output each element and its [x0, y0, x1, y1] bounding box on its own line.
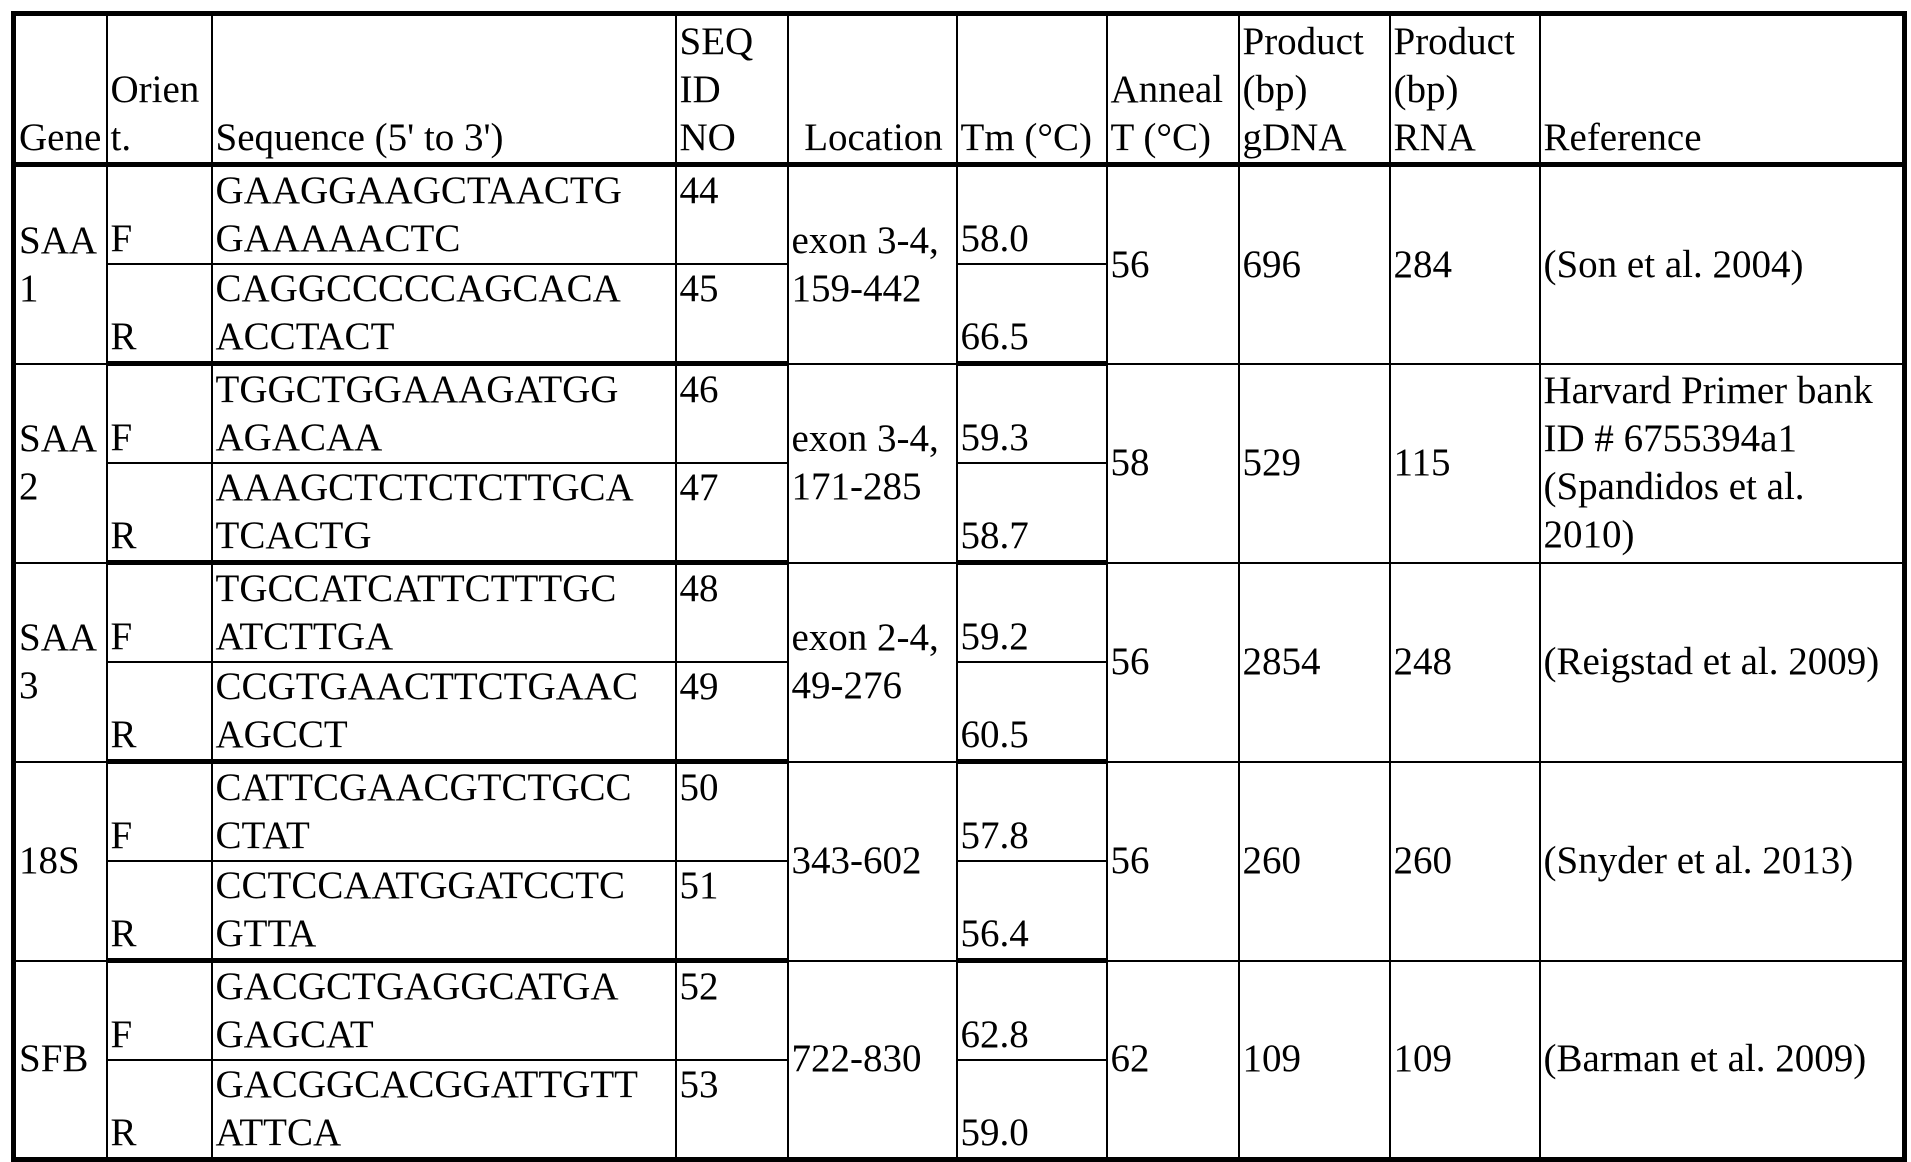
- gene-name: SAA2: [14, 364, 107, 563]
- table-row: SAA1FGAAGGAAGCTAACTGGAAAAACTC44exon 3-4,…: [14, 165, 1905, 265]
- reference: Harvard Primer bank ID # 6755394a1 (Span…: [1540, 364, 1905, 563]
- orientation: F: [107, 762, 212, 862]
- reference: (Son et al. 2004): [1540, 165, 1905, 364]
- orientation: F: [107, 961, 212, 1061]
- table-row: SAA2FTGGCTGGAAAGATGGAGACAA46exon 3-4, 17…: [14, 364, 1905, 464]
- reference: (Snyder et al. 2013): [1540, 762, 1905, 961]
- anneal-temp: 58: [1107, 364, 1239, 563]
- table-row: SAA3FTGCCATCATTCTTTGCATCTTGA48exon 2-4, …: [14, 563, 1905, 663]
- primer-sequence: CATTCGAACGTCTGCCCTAT: [212, 762, 676, 862]
- table-row: 18SFCATTCGAACGTCTGCCCTAT50343-60257.8562…: [14, 762, 1905, 862]
- primer-sequence: CCTCCAATGGATCCTCGTTA: [212, 861, 676, 961]
- seq-id-no: 53: [676, 1060, 788, 1160]
- anneal-temp: 56: [1107, 563, 1239, 762]
- gene-name: SAA3: [14, 563, 107, 762]
- tm-value: 62.8: [957, 961, 1107, 1061]
- location: exon 3-4, 171-285: [788, 364, 957, 563]
- seq-id-no: 50: [676, 762, 788, 862]
- header-seq-id: SEQ ID NO: [676, 14, 788, 165]
- header-tm: Tm (°C): [957, 14, 1107, 165]
- header-location: Location: [788, 14, 957, 165]
- seq-id-no: 51: [676, 861, 788, 961]
- reference: (Barman et al. 2009): [1540, 961, 1905, 1160]
- gene-name: SFB: [14, 961, 107, 1160]
- seq-id-no: 47: [676, 463, 788, 563]
- gene-name: SAA1: [14, 165, 107, 364]
- orientation: F: [107, 165, 212, 265]
- product-rna: 115: [1390, 364, 1540, 563]
- tm-value: 56.4: [957, 861, 1107, 961]
- header-product-rna: Product (bp) RNA: [1390, 14, 1540, 165]
- table-row: SFBFGACGCTGAGGCATGAGAGCAT52722-83062.862…: [14, 961, 1905, 1061]
- seq-id-no: 52: [676, 961, 788, 1061]
- orientation: R: [107, 264, 212, 364]
- seq-id-no: 48: [676, 563, 788, 663]
- product-rna: 109: [1390, 961, 1540, 1160]
- location: exon 3-4, 159-442: [788, 165, 957, 364]
- primer-sequence: TGCCATCATTCTTTGCATCTTGA: [212, 563, 676, 663]
- product-rna: 260: [1390, 762, 1540, 961]
- orientation: R: [107, 662, 212, 762]
- location: 722-830: [788, 961, 957, 1160]
- product-gdna: 260: [1239, 762, 1390, 961]
- tm-value: 58.7: [957, 463, 1107, 563]
- tm-value: 66.5: [957, 264, 1107, 364]
- tm-value: 60.5: [957, 662, 1107, 762]
- product-rna: 248: [1390, 563, 1540, 762]
- orientation: F: [107, 563, 212, 663]
- gene-name: 18S: [14, 762, 107, 961]
- orientation: R: [107, 463, 212, 563]
- primer-sequence: GAAGGAAGCTAACTGGAAAAACTC: [212, 165, 676, 265]
- primer-sequence: AAAGCTCTCTCTTGCATCACTG: [212, 463, 676, 563]
- seq-id-no: 44: [676, 165, 788, 265]
- header-gene: Gene: [14, 14, 107, 165]
- primer-sequence: CCGTGAACTTCTGAACAGCCT: [212, 662, 676, 762]
- product-gdna: 529: [1239, 364, 1390, 563]
- header-reference: Reference: [1540, 14, 1905, 165]
- tm-value: 59.2: [957, 563, 1107, 663]
- header-sequence: Sequence (5' to 3'): [212, 14, 676, 165]
- seq-id-no: 45: [676, 264, 788, 364]
- primer-sequence: CAGGCCCCCAGCACAACCTACT: [212, 264, 676, 364]
- product-rna: 284: [1390, 165, 1540, 364]
- tm-value: 59.3: [957, 364, 1107, 464]
- header-row: Gene Orient. Sequence (5' to 3') SEQ ID …: [14, 14, 1905, 165]
- anneal-temp: 56: [1107, 165, 1239, 364]
- location: exon 2-4, 49-276: [788, 563, 957, 762]
- reference: (Reigstad et al. 2009): [1540, 563, 1905, 762]
- anneal-temp: 62: [1107, 961, 1239, 1160]
- seq-id-no: 49: [676, 662, 788, 762]
- header-anneal: Anneal T (°C): [1107, 14, 1239, 165]
- location: 343-602: [788, 762, 957, 961]
- orientation: R: [107, 861, 212, 961]
- anneal-temp: 56: [1107, 762, 1239, 961]
- primer-sequence: TGGCTGGAAAGATGGAGACAA: [212, 364, 676, 464]
- header-orient: Orient.: [107, 14, 212, 165]
- orientation: F: [107, 364, 212, 464]
- primer-table: Gene Orient. Sequence (5' to 3') SEQ ID …: [11, 11, 1907, 1162]
- primer-sequence: GACGGCACGGATTGTTATTCA: [212, 1060, 676, 1160]
- tm-value: 57.8: [957, 762, 1107, 862]
- tm-value: 58.0: [957, 165, 1107, 265]
- orientation: R: [107, 1060, 212, 1160]
- header-product-gdna: Product (bp) gDNA: [1239, 14, 1390, 165]
- product-gdna: 696: [1239, 165, 1390, 364]
- seq-id-no: 46: [676, 364, 788, 464]
- tm-value: 59.0: [957, 1060, 1107, 1160]
- primer-sequence: GACGCTGAGGCATGAGAGCAT: [212, 961, 676, 1061]
- product-gdna: 109: [1239, 961, 1390, 1160]
- product-gdna: 2854: [1239, 563, 1390, 762]
- table-body: SAA1FGAAGGAAGCTAACTGGAAAAACTC44exon 3-4,…: [14, 165, 1905, 1160]
